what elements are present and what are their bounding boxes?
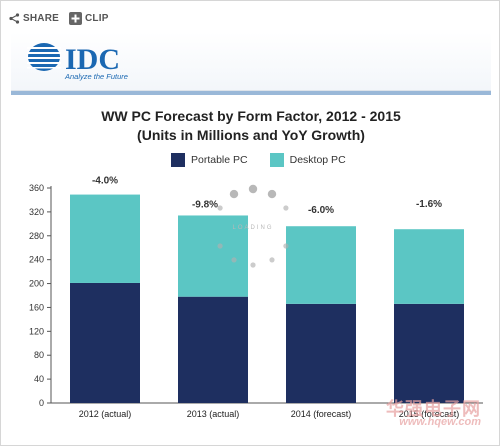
- loading-dot: [269, 257, 275, 263]
- clip-label: CLIP: [85, 12, 109, 24]
- plus-icon: [69, 11, 83, 25]
- bar-desktop-0: [70, 194, 140, 283]
- x-tick-label: 2015 (forecast): [399, 409, 460, 419]
- bar-portable-2: [286, 303, 356, 403]
- x-axis: 2012 (actual) 2013 (actual) 2014 (forecast…: [79, 409, 460, 419]
- loading-dot: [283, 205, 289, 211]
- legend-item-portable[interactable]: Portable PC: [171, 153, 248, 167]
- x-tick-label: 2014 (forecast): [291, 409, 352, 419]
- loading-spinner: LOADING: [217, 184, 289, 268]
- x-tick-label: 2012 (actual): [79, 409, 132, 419]
- chart-legend: Portable PC Desktop PC: [171, 153, 360, 167]
- loading-dot: [217, 243, 223, 249]
- chart-title: WW PC Forecast by Form Factor, 2012 - 20…: [101, 108, 401, 124]
- idc-logo: IDC Analyze the Future: [27, 43, 128, 81]
- loading-dot: [229, 189, 239, 199]
- bar-desktop-3: [394, 229, 464, 304]
- loading-dot: [231, 257, 237, 263]
- loading-dot: [267, 189, 277, 199]
- clip-button[interactable]: CLIP: [69, 11, 109, 25]
- y-tick-label: 280: [29, 231, 44, 241]
- logo-wordmark: IDC: [65, 43, 120, 76]
- share-label: SHARE: [23, 12, 60, 24]
- y-tick-label: 40: [34, 374, 44, 384]
- legend-swatch-portable: [171, 153, 185, 167]
- share-icon: [9, 12, 20, 24]
- toolbar: SHARE CLIP: [9, 9, 109, 27]
- legend-label-desktop: Desktop PC: [289, 154, 346, 166]
- loading-dot: [283, 243, 289, 249]
- bar-portable-3: [394, 303, 464, 403]
- chart-subtitle: (Units in Millions and YoY Growth): [137, 127, 365, 143]
- share-button[interactable]: SHARE: [9, 13, 59, 24]
- watermark-cn: 华强电子网: [386, 399, 481, 420]
- header-divider: [11, 91, 491, 95]
- bars: [70, 194, 464, 403]
- y-tick-label: 0: [39, 398, 44, 408]
- watermark: 华强电子网 www.hqew.com: [386, 399, 481, 429]
- y-tick-label: 200: [29, 279, 44, 289]
- logo-band: IDC Analyze the Future: [11, 32, 491, 91]
- bar-portable-1: [178, 296, 248, 403]
- x-tick-label: 2013 (actual): [187, 409, 240, 419]
- growth-label: -4.0%: [92, 176, 118, 187]
- y-tick-label: 360: [29, 183, 44, 193]
- globe-icon: [27, 43, 61, 71]
- legend-item-desktop[interactable]: Desktop PC: [269, 153, 346, 167]
- y-tick-label: 80: [34, 350, 44, 360]
- logo-tagline: Analyze the Future: [64, 72, 128, 81]
- growth-label: -9.8%: [192, 199, 218, 210]
- loading-dot: [250, 262, 256, 268]
- growth-label: -6.0%: [308, 205, 334, 216]
- growth-labels: -4.0% -9.8% -6.0% -1.6%: [92, 176, 442, 217]
- loading-text: LOADING: [232, 225, 273, 231]
- bar-portable-0: [70, 282, 140, 403]
- bar-desktop-2: [286, 226, 356, 304]
- legend-swatch-desktop: [269, 153, 284, 167]
- watermark-url: www.hqew.com: [399, 416, 481, 428]
- y-tick-label: 320: [29, 207, 44, 217]
- legend-label-portable: Portable PC: [191, 154, 248, 166]
- growth-label: -1.6%: [416, 199, 442, 210]
- y-tick-label: 120: [29, 326, 44, 336]
- y-tick-label: 240: [29, 255, 44, 265]
- bar-desktop-1: [178, 215, 248, 297]
- loading-dot: [248, 184, 258, 194]
- chart-panel: WW PC Forecast by Form Factor, 2012 - 20…: [11, 95, 491, 437]
- y-tick-label: 160: [29, 302, 44, 312]
- chart-plot: 0 40 80 120 160 200 240 280 320 360 2012 (actual)…: [29, 176, 483, 419]
- loading-dot: [217, 205, 223, 211]
